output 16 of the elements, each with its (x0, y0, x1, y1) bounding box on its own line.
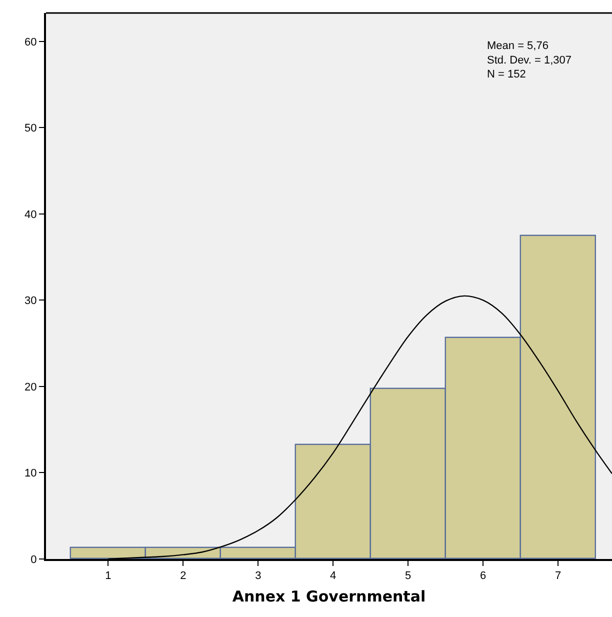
y-tick-label: 20 (24, 381, 37, 394)
y-tick-label: 60 (24, 36, 37, 48)
x-tick-label: 4 (330, 570, 336, 582)
y-tick-label: 10 (24, 468, 37, 480)
x-tick-label: 3 (255, 570, 262, 582)
annotation: Mean = 5,76 Std. Dev. = 1,307 N = 152 (487, 40, 572, 81)
x-tick-label: 5 (405, 570, 412, 582)
y-tick-label: 40 (24, 208, 37, 221)
y-tick-label: 50 (24, 122, 37, 135)
y-tick-label: 30 (24, 295, 37, 308)
x-tick-label: 6 (480, 570, 486, 582)
x-axis-title: Annex 1 Governmental (232, 588, 426, 606)
x-tick-label: 7 (554, 570, 562, 582)
y-tick-label: 0 (30, 554, 37, 566)
x-tick-label: 2 (180, 570, 186, 582)
x-tick-label: 1 (105, 570, 112, 582)
